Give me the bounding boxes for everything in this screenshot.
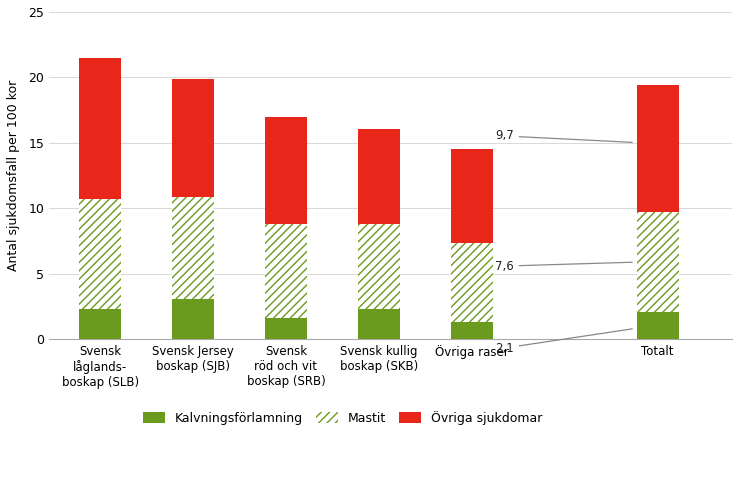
Legend: Kalvningsförlamning, Mastit, Övriga sjukdomar: Kalvningsförlamning, Mastit, Övriga sjuk… <box>143 411 543 425</box>
Bar <box>358 309 400 339</box>
Text: 2,1: 2,1 <box>495 329 632 354</box>
Bar <box>265 319 307 339</box>
Bar <box>265 117 307 224</box>
Bar <box>79 309 121 339</box>
Bar <box>172 197 214 299</box>
Text: 7,6: 7,6 <box>495 259 632 272</box>
Bar <box>637 212 678 312</box>
Bar <box>451 150 493 243</box>
Bar <box>172 299 214 339</box>
Bar <box>358 224 400 309</box>
Bar <box>79 199 121 309</box>
Bar <box>358 129 400 224</box>
Bar <box>265 224 307 319</box>
Bar <box>172 79 214 197</box>
Bar <box>637 85 678 212</box>
Text: 9,7: 9,7 <box>495 129 632 143</box>
Bar <box>451 323 493 339</box>
Y-axis label: Antal sjukdomsfall per 100 kor: Antal sjukdomsfall per 100 kor <box>7 80 20 271</box>
Bar <box>637 312 678 339</box>
Bar <box>79 58 121 199</box>
Bar <box>451 243 493 323</box>
